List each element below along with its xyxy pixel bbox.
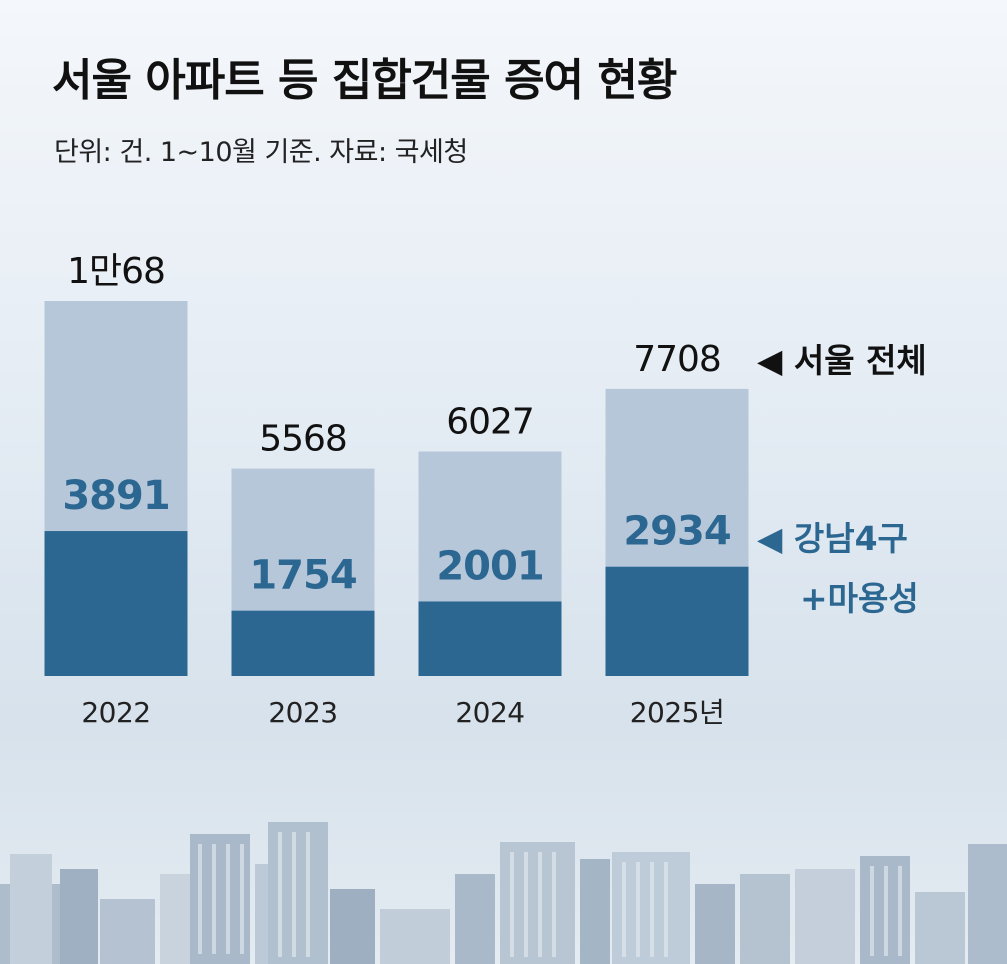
total-value-label-1: 5568 <box>259 419 347 460</box>
sub-value-label-0: 3891 <box>62 473 169 519</box>
legend: ◀ 서울 전체 ◀ 강남4구 +마용성 <box>757 341 927 618</box>
sub-value-label-1: 1754 <box>249 553 356 599</box>
x-tick-label-0: 2022 <box>81 696 150 729</box>
legend-total: ◀ 서울 전체 <box>757 341 927 380</box>
sub-value-label-2: 2001 <box>436 543 543 589</box>
legend-sub-line1: ◀ 강남4구 <box>757 519 908 558</box>
legend-sub-line2: +마용성 <box>800 579 919 618</box>
bar-group: 1만68 3891 2022 5568 1754 2023 6027 2001 2024 7708… <box>44 251 749 729</box>
bar-sub-1 <box>231 610 375 676</box>
chart-subtitle: 단위: 건. 1~10월 기준. 자료: 국세청 <box>54 137 468 168</box>
x-tick-label-1: 2023 <box>268 696 337 729</box>
x-tick-label-2: 2024 <box>455 696 524 729</box>
x-tick-label-3: 2025년 <box>630 696 725 729</box>
bar-sub-2 <box>418 601 562 676</box>
chart-title: 서울 아파트 등 집합건물 증여 현황 <box>52 55 677 106</box>
total-value-label-0: 1만68 <box>67 251 165 292</box>
bar-sub-3 <box>605 566 749 676</box>
total-value-label-3: 7708 <box>633 339 721 380</box>
city-skyline-illustration <box>0 822 1007 964</box>
sub-value-label-3: 2934 <box>623 509 730 555</box>
total-value-label-2: 6027 <box>446 402 534 443</box>
bar-sub-0 <box>44 531 188 676</box>
